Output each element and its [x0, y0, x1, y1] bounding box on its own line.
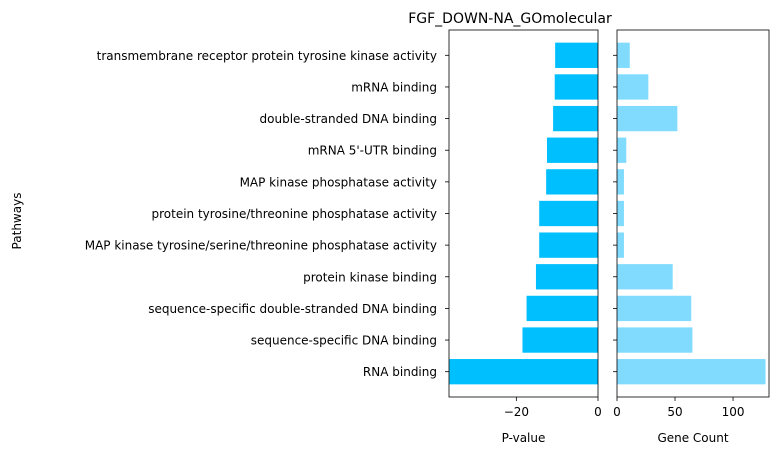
y-tick-label: mRNA binding [351, 80, 437, 94]
chart-title: FGF_DOWN-NA_GOmolecular [408, 11, 612, 27]
y-tick-label: mRNA 5'-UTR binding [308, 144, 437, 158]
bar [617, 359, 766, 385]
x-tick-label: 100 [722, 405, 745, 419]
bar [555, 42, 598, 68]
bar [617, 105, 678, 132]
bar [539, 200, 598, 227]
bar [526, 295, 598, 322]
y-tick-label: MAP kinase tyrosine/serine/threonine pho… [85, 239, 437, 253]
bar [449, 359, 598, 385]
bar [553, 105, 598, 132]
y-tick-label: sequence-specific double-stranded DNA bi… [148, 302, 437, 316]
bar [554, 74, 598, 100]
y-tick-label: transmembrane receptor protein tyrosine … [97, 49, 437, 63]
x-tick-label: 50 [667, 405, 682, 419]
bar [617, 169, 624, 195]
gene-count-panel: 0 50 100 Gene Count [613, 29, 770, 445]
bar [617, 42, 630, 68]
y-tick-label: protein tyrosine/threonine phosphatase a… [152, 207, 438, 221]
y-tick-label: sequence-specific DNA binding [251, 334, 437, 348]
bar [522, 327, 598, 353]
bar [539, 232, 598, 258]
pvalue-panel: −20 0 P-value [448, 29, 602, 445]
y-tick-label: protein kinase binding [303, 270, 437, 284]
x-tick-label: 0 [594, 405, 602, 419]
y-tick-labels: transmembrane receptor protein tyrosine … [85, 49, 449, 379]
bar [535, 264, 598, 290]
bar [617, 264, 673, 290]
x-tick-label: −20 [504, 405, 529, 419]
bar [546, 137, 598, 163]
y-axis-label: Pathways [10, 193, 24, 250]
bar [617, 74, 649, 100]
bar [617, 200, 624, 227]
bar [546, 169, 598, 195]
x-tick-label: 0 [613, 405, 621, 419]
x-axis-label: P-value [502, 431, 546, 445]
y-tick-label: MAP kinase phosphatase activity [240, 175, 437, 189]
bar [617, 232, 624, 258]
bar [617, 137, 627, 163]
y-tick-label: double-stranded DNA binding [260, 112, 437, 126]
bar [617, 327, 693, 353]
x-axis-label: Gene Count [657, 431, 728, 445]
bar [617, 295, 692, 322]
axes-frame [448, 29, 599, 398]
y-tick-label: RNA binding [363, 365, 437, 379]
